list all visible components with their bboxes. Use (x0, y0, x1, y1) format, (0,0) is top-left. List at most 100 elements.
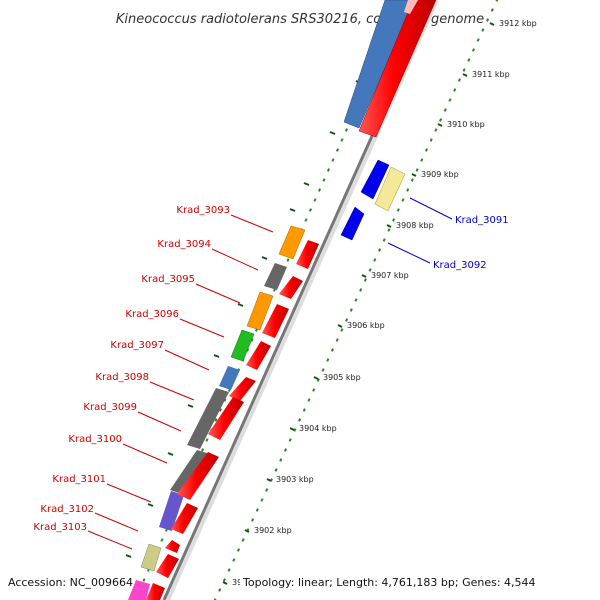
gene-block-yellow-3091 (374, 166, 406, 212)
tick-dot-inner (317, 188, 322, 192)
tick-dot-outer (453, 88, 457, 92)
tick-dot-inner (340, 138, 344, 142)
tick-dot-outer (251, 518, 255, 522)
gene-arrow-blue-3092 (340, 206, 365, 241)
tick-dot-outer (401, 198, 405, 202)
tick-dot-outer (359, 288, 363, 292)
tick-dot-outer (434, 128, 438, 132)
tick-dot-outer (490, 8, 494, 12)
accession-text: Accession: NC_009664 (8, 576, 133, 589)
tick-mark (313, 376, 319, 380)
tick-dot-outer (236, 548, 241, 552)
gene-label-krad-3094: Krad_3094 (157, 239, 211, 250)
tick-dot-outer (312, 388, 316, 392)
tick-mark-inner (147, 503, 154, 507)
gene-arrow-red-6 (208, 397, 244, 440)
tick-label: 3912 kbp (499, 19, 537, 28)
gene-label-krad-3096: Krad_3096 (125, 309, 179, 320)
tick-dot-outer (368, 268, 372, 272)
tick-dot-outer (227, 568, 231, 572)
tick-label: 3903 kbp (276, 475, 314, 484)
tick-label: 3907 kbp (371, 271, 409, 280)
tick-dot-outer (354, 298, 358, 302)
genome-stats-text: Topology: linear; Length: 4,761,183 bp; … (242, 576, 536, 589)
tick-mark (489, 22, 495, 26)
tick-mark (222, 581, 228, 585)
tick-mark (266, 478, 272, 482)
tick-dot-outer (260, 498, 264, 502)
tick-dot-inner (313, 198, 317, 202)
red-arrows (146, 240, 319, 600)
tick-dot-outer (457, 78, 461, 82)
gene-label-krad-3099: Krad_3099 (83, 402, 137, 413)
tick-dot-inner (326, 168, 331, 172)
tick-mark-inner (125, 554, 132, 558)
tick-dot-outer (349, 308, 353, 312)
tick-dot-inner (214, 418, 218, 422)
gene-arrow-red-9 (165, 540, 180, 553)
tick-track (125, 0, 499, 600)
gene-arrow-blue-3091a (360, 159, 390, 200)
gene-block-pink (128, 580, 150, 600)
tick-label: 3911 kbp (472, 70, 510, 79)
tick-dot-outer (486, 18, 490, 22)
tick-dot-outer (415, 168, 419, 172)
tick-dot-inner (200, 448, 205, 452)
tick-mark (289, 427, 295, 431)
gene-block-purple (159, 491, 184, 531)
tick-dot-outer (241, 538, 245, 542)
tick-label: 3905 kbp (323, 373, 361, 382)
gene-arrow-red-5 (229, 377, 256, 401)
tick-dot-inner (142, 578, 146, 582)
left-gene-blocks (128, 225, 306, 600)
tick-dot-outer (326, 358, 330, 362)
tick-dot-inner (344, 128, 349, 132)
tick-mark (462, 73, 468, 77)
tick-dot-outer (462, 68, 466, 72)
tick-mark (361, 274, 367, 278)
tick-dot-outer (293, 428, 297, 432)
tick-dot-inner (322, 178, 326, 182)
tick-dot-outer (373, 258, 377, 262)
gene-block-green (230, 329, 255, 362)
tick-dot-outer (382, 238, 386, 242)
gene-label-krad-3095: Krad_3095 (141, 274, 195, 285)
tick-mark-inner (303, 182, 310, 186)
tick-dot-outer (222, 578, 226, 582)
tick-dot-inner (218, 408, 223, 412)
tick-dot-outer (420, 158, 424, 162)
gene-label-krad-3098: Krad_3098 (95, 372, 149, 383)
gene-arrow-red-4 (246, 341, 271, 370)
tick-dot-outer (439, 118, 443, 122)
tick-dot-inner (335, 148, 340, 152)
tick-dot-outer (218, 588, 222, 592)
gene-arrow-red-1 (296, 240, 319, 269)
tick-dot-outer (406, 188, 410, 192)
tick-mark-inner (289, 208, 296, 212)
tick-dot-outer (340, 328, 344, 332)
tick-mark (337, 324, 343, 328)
tick-mark (437, 123, 443, 127)
tick-label: 3908 kbp (396, 221, 434, 230)
tick-dot-inner (160, 538, 164, 542)
tick-label: 3904 kbp (299, 424, 337, 433)
tick-dot-outer (232, 558, 236, 562)
gene-block-blue-top (343, 0, 415, 129)
tick-dot-inner (308, 208, 313, 212)
gene-arrow-red-10 (156, 554, 179, 578)
tick-dot-outer (495, 0, 499, 2)
tick-mark-inner (167, 452, 174, 456)
left-gene-labels: Krad_3093 Krad_3094 Krad_3095 Krad_3096 … (33, 205, 274, 550)
tick-dot-outer (429, 138, 433, 142)
tick-dot-outer (283, 448, 288, 452)
tick-mark (244, 529, 250, 533)
gene-pink-top (404, 0, 418, 14)
tick-dot-inner (286, 258, 290, 262)
tick-dot-inner (331, 158, 335, 162)
gene-block-gray-1 (264, 263, 287, 290)
gene-block-orange-2 (246, 291, 274, 331)
gene-arrow-red-top (358, 0, 437, 138)
tick-dot-outer (481, 28, 485, 32)
gene-label-krad-3097: Krad_3097 (110, 340, 164, 351)
